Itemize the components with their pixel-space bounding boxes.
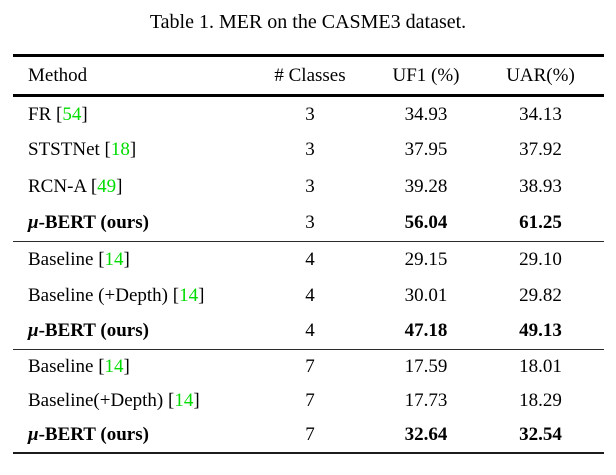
table-row: Baseline (+Depth) [14] 4 30.01 29.82 <box>13 278 604 314</box>
method-cell: Baseline [14] <box>28 248 130 270</box>
uar-cell: 18.01 <box>519 356 562 377</box>
citation-link[interactable]: 49 <box>97 175 117 197</box>
uf1-cell: 37.95 <box>404 139 448 161</box>
section-7-classes: Baseline [14] 7 17.59 18.01 Baseline(+Depth)… <box>13 349 604 454</box>
uf1-cell: 56.04 <box>404 212 448 233</box>
method-cell: μ-BERT (ours) <box>28 320 149 342</box>
table-row: Baseline [14] 7 17.59 18.01 <box>13 350 604 385</box>
uar-cell: 34.13 <box>519 103 562 125</box>
header-row: Method # Classes UF1 (%) UAR(%) <box>13 56 604 96</box>
uar-cell: 61.25 <box>519 212 562 233</box>
classes-cell: 7 <box>305 424 315 446</box>
uf1-cell: 17.59 <box>404 356 448 377</box>
header-uar: UAR(%) <box>506 64 575 86</box>
table-row: RCN-A [49] 3 39.28 38.93 <box>13 169 604 206</box>
citation-link[interactable]: 14 <box>104 248 124 270</box>
method-cell: μ-BERT (ours) <box>28 212 149 233</box>
uar-cell: 37.92 <box>519 139 562 161</box>
uf1-cell: 34.93 <box>404 103 448 125</box>
table-row: μ-BERT (ours) 7 32.64 32.54 <box>13 419 604 454</box>
method-cell: Baseline(+Depth) [14] <box>28 390 200 412</box>
method-cell: Baseline [14] <box>28 356 130 377</box>
uar-cell: 29.82 <box>519 284 562 306</box>
classes-cell: 7 <box>305 390 315 412</box>
uf1-cell: 32.64 <box>404 424 448 446</box>
table-row: Baseline [14] 4 29.15 29.10 <box>13 242 604 278</box>
table-caption: Table 1. MER on the CASME3 dataset. <box>149 11 467 33</box>
method-cell: RCN-A [49] <box>28 175 123 197</box>
uar-cell: 49.13 <box>519 320 562 342</box>
uar-cell: 32.54 <box>519 424 562 446</box>
citation-link[interactable]: 54 <box>62 103 82 125</box>
mu-symbol: μ <box>28 212 39 233</box>
classes-cell: 4 <box>305 320 315 342</box>
citation-link[interactable]: 14 <box>179 284 199 306</box>
table-row: Baseline(+Depth) [14] 7 17.73 18.29 <box>13 384 604 419</box>
classes-cell: 3 <box>305 103 315 125</box>
header-classes: # Classes <box>274 64 346 86</box>
method-cell: Baseline (+Depth) [14] <box>28 284 205 306</box>
mu-symbol: μ <box>28 424 39 446</box>
classes-cell: 3 <box>305 175 315 197</box>
header-method: Method <box>28 64 88 86</box>
uf1-cell: 29.15 <box>404 248 448 270</box>
uf1-cell: 47.18 <box>404 320 448 342</box>
classes-cell: 7 <box>305 356 315 377</box>
uf1-cell: 39.28 <box>404 175 448 197</box>
results-table: Method # Classes UF1 (%) UAR(%) FR [54] 3… <box>13 54 604 454</box>
classes-cell: 3 <box>305 139 315 161</box>
section-3-classes: FR [54] 3 34.93 34.13 STSTNet [18] 3 37.95 37.9… <box>13 96 604 242</box>
citation-link[interactable]: 14 <box>104 356 124 377</box>
table-row: μ-BERT (ours) 4 47.18 49.13 <box>13 314 604 350</box>
uf1-cell: 30.01 <box>404 284 448 306</box>
citation-link[interactable]: 18 <box>110 139 130 161</box>
uar-cell: 18.29 <box>519 390 562 412</box>
header-uf1: UF1 (%) <box>392 64 460 86</box>
citation-link[interactable]: 14 <box>174 390 194 412</box>
table-row: STSTNet [18] 3 37.95 37.92 <box>13 132 604 169</box>
method-cell: FR [54] <box>28 103 88 125</box>
classes-cell: 4 <box>305 284 315 306</box>
classes-cell: 3 <box>305 212 315 233</box>
classes-cell: 4 <box>305 248 315 270</box>
method-cell: STSTNet [18] <box>28 139 137 161</box>
uar-cell: 38.93 <box>519 175 562 197</box>
uar-cell: 29.10 <box>519 248 562 270</box>
table-row: FR [54] 3 34.93 34.13 <box>13 96 604 133</box>
table-row: μ-BERT (ours) 3 56.04 61.25 <box>13 205 604 242</box>
mu-symbol: μ <box>28 320 39 342</box>
method-cell: μ-BERT (ours) <box>28 424 149 446</box>
section-4-classes: Baseline [14] 4 29.15 29.10 Baseline (+Depth… <box>13 241 604 350</box>
uf1-cell: 17.73 <box>404 390 448 412</box>
